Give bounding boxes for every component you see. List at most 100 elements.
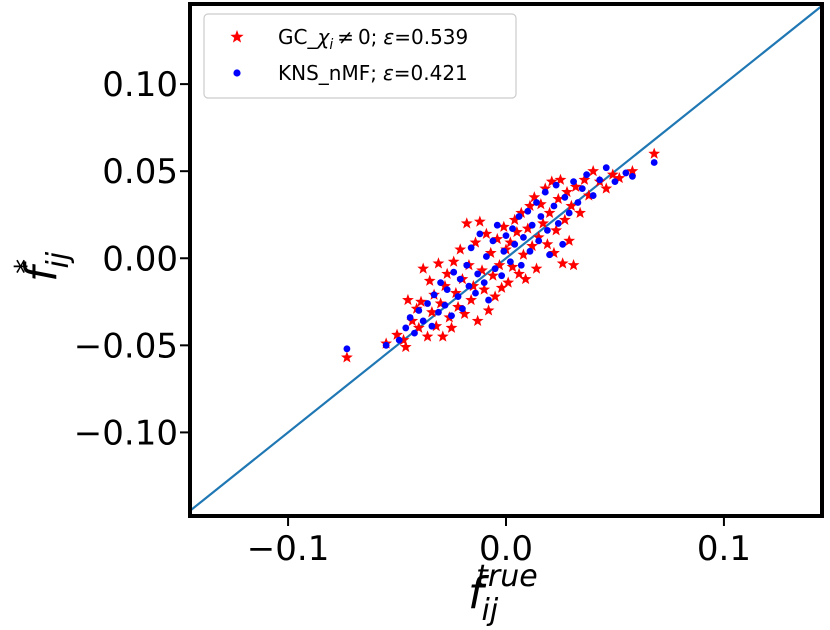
data-point-circle bbox=[459, 305, 466, 313]
data-point-star bbox=[482, 304, 495, 316]
data-point-circle bbox=[474, 270, 482, 278]
data-point-circle bbox=[500, 247, 508, 255]
data-point-circle bbox=[485, 296, 492, 304]
data-point-circle bbox=[343, 345, 351, 353]
legend-circle-marker bbox=[233, 69, 241, 77]
y-axis: 0.10 0.05 0.00 −0.05 −0.10 bbox=[74, 65, 188, 453]
legend-label-kns: KNS_nMF; ε=0.421 bbox=[278, 61, 468, 85]
data-point-star bbox=[563, 234, 576, 246]
data-point-circle bbox=[541, 188, 549, 196]
data-point-star bbox=[415, 295, 427, 307]
data-point-circle bbox=[406, 314, 414, 321]
data-point-star bbox=[561, 185, 573, 198]
data-point-star bbox=[402, 293, 414, 306]
y-axis-title-sub: ij bbox=[41, 251, 76, 268]
data-point-star bbox=[441, 267, 454, 279]
legend-marker-star bbox=[230, 30, 244, 43]
data-point-star bbox=[574, 206, 586, 218]
data-point-circle bbox=[629, 173, 636, 180]
data-point-circle bbox=[437, 279, 445, 287]
legend-marker-circle bbox=[233, 69, 241, 77]
x-tick-label: −0.1 bbox=[247, 529, 330, 569]
identity-line bbox=[189, 4, 823, 512]
data-point-star bbox=[554, 173, 567, 185]
data-point-circle bbox=[498, 272, 506, 280]
y-axis-title-sup: * bbox=[9, 259, 44, 274]
data-point-star bbox=[613, 171, 626, 184]
data-point-star bbox=[517, 248, 530, 260]
y-tick-label: 0.00 bbox=[102, 239, 178, 279]
data-point-star bbox=[497, 220, 510, 232]
data-point-star bbox=[550, 224, 563, 236]
data-point-circle bbox=[476, 230, 484, 238]
legend: GC_χi ≠ 0; ε=0.539 KNS_nMF; ε=0.421 bbox=[203, 13, 517, 99]
data-point-circle bbox=[526, 247, 534, 255]
data-point-star bbox=[480, 227, 493, 239]
data-point-star bbox=[432, 257, 445, 269]
data-point-circle bbox=[550, 202, 558, 210]
data-point-star bbox=[552, 192, 565, 205]
data-point-star bbox=[467, 279, 480, 292]
data-point-circle bbox=[463, 261, 471, 269]
data-point-star bbox=[511, 225, 523, 238]
data-point-star bbox=[478, 283, 491, 295]
data-point-circle bbox=[419, 317, 427, 325]
data-point-star bbox=[454, 243, 467, 255]
data-point-star bbox=[556, 257, 569, 269]
data-point-star bbox=[515, 206, 528, 218]
legend-star-marker bbox=[230, 30, 244, 43]
data-point-circle bbox=[493, 221, 501, 229]
legend-gc-value: =0.539 bbox=[394, 25, 468, 49]
data-point-star bbox=[458, 307, 471, 319]
x-axis: −0.1 0.0 0.1 bbox=[247, 518, 751, 569]
data-point-circle bbox=[524, 207, 532, 215]
data-point-circle bbox=[509, 225, 516, 233]
data-point-circle bbox=[472, 289, 479, 297]
data-point-circle bbox=[602, 164, 610, 172]
data-point-circle bbox=[435, 308, 442, 316]
data-point-star bbox=[539, 182, 552, 194]
data-point-circle bbox=[515, 213, 523, 220]
data-point-star bbox=[406, 314, 419, 326]
data-point-circle bbox=[546, 251, 553, 259]
x-axis-title-sup: true bbox=[476, 559, 538, 594]
data-point-circle bbox=[533, 199, 540, 206]
data-point-star bbox=[504, 236, 517, 248]
data-point-star bbox=[534, 198, 547, 210]
data-point-star bbox=[565, 199, 578, 212]
data-point-star bbox=[430, 319, 443, 332]
data-point-star bbox=[569, 180, 582, 192]
data-point-star bbox=[487, 269, 499, 281]
data-point-circle bbox=[589, 192, 597, 199]
data-point-circle bbox=[650, 159, 658, 166]
data-point-star bbox=[521, 222, 534, 234]
data-point-star bbox=[436, 330, 449, 342]
data-point-star bbox=[391, 328, 403, 340]
data-point-circle bbox=[622, 169, 630, 177]
data-point-circle bbox=[428, 322, 436, 330]
data-point-circle bbox=[491, 265, 499, 273]
data-point-circle bbox=[520, 233, 527, 241]
data-point-circle bbox=[382, 341, 390, 349]
data-point-circle bbox=[583, 171, 591, 179]
data-point-star bbox=[473, 215, 486, 227]
data-point-star bbox=[439, 279, 451, 292]
data-point-circle bbox=[465, 282, 473, 290]
data-point-star bbox=[648, 147, 661, 159]
data-point-circle bbox=[450, 268, 458, 276]
data-point-circle bbox=[448, 312, 455, 320]
plot-frame bbox=[188, 2, 824, 518]
data-point-star bbox=[558, 213, 571, 225]
legend-box bbox=[203, 13, 517, 99]
data-point-star bbox=[600, 182, 613, 194]
data-point-circle bbox=[578, 185, 586, 192]
data-point-star bbox=[445, 321, 458, 333]
data-point-circle bbox=[511, 240, 519, 248]
data-point-star bbox=[449, 286, 462, 299]
data-point-circle bbox=[489, 237, 497, 245]
data-point-circle bbox=[443, 286, 451, 294]
points-layer bbox=[341, 147, 661, 363]
data-point-star bbox=[587, 164, 600, 177]
data-point-star bbox=[397, 333, 410, 346]
